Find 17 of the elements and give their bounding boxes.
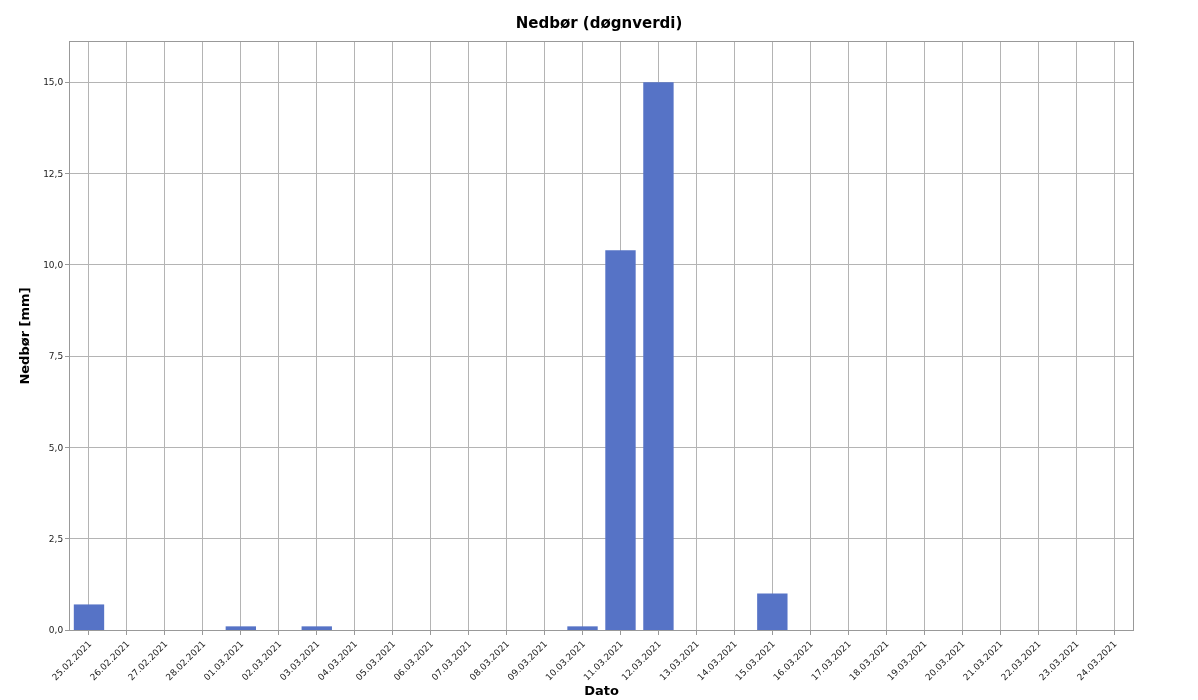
y-axis-title: Nedbør [mm] [17, 287, 33, 385]
y-tick-label: 12,5 [43, 168, 64, 179]
bar [301, 626, 332, 630]
bar [567, 626, 598, 630]
y-tick-label: 5,0 [48, 442, 64, 453]
y-tick-label: 15,0 [43, 77, 64, 88]
bar [643, 82, 674, 630]
y-tick-label: 0,0 [48, 625, 64, 636]
y-tick-label: 7,5 [48, 351, 64, 362]
bar [757, 593, 788, 630]
x-axis-title: Dato [584, 682, 619, 698]
bar [605, 250, 636, 630]
bar [73, 604, 105, 630]
y-tick-label: 2,5 [48, 533, 64, 544]
bar [225, 626, 257, 630]
y-tick-label: 10,0 [43, 259, 64, 270]
chart-title: Nedbør (døgnverdi) [515, 14, 683, 32]
